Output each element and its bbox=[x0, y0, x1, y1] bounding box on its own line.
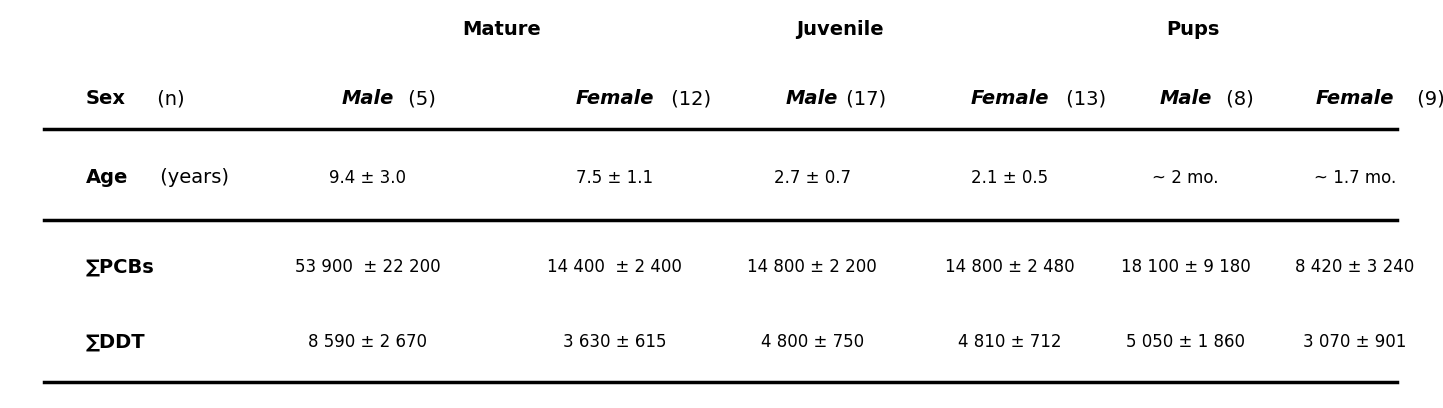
Text: (n): (n) bbox=[152, 89, 185, 108]
Text: Female: Female bbox=[576, 89, 654, 108]
Text: 4 810 ± 712: 4 810 ± 712 bbox=[958, 333, 1061, 351]
Text: Pups: Pups bbox=[1166, 20, 1219, 39]
Text: (years): (years) bbox=[153, 168, 228, 187]
Text: ∑DDT: ∑DDT bbox=[87, 332, 146, 351]
Text: 8 420 ± 3 240: 8 420 ± 3 240 bbox=[1296, 258, 1414, 276]
Text: ∑PCBs: ∑PCBs bbox=[87, 257, 154, 276]
Text: Female: Female bbox=[970, 89, 1049, 108]
Text: 2.7 ± 0.7: 2.7 ± 0.7 bbox=[773, 169, 850, 187]
Text: (8): (8) bbox=[1219, 89, 1254, 108]
Text: 14 800 ± 2 480: 14 800 ± 2 480 bbox=[945, 258, 1074, 276]
Text: ~ 2 mo.: ~ 2 mo. bbox=[1153, 169, 1219, 187]
Text: 9.4 ± 3.0: 9.4 ± 3.0 bbox=[329, 169, 407, 187]
Text: (9): (9) bbox=[1411, 89, 1443, 108]
Text: Juvenile: Juvenile bbox=[797, 20, 885, 39]
Text: Female: Female bbox=[1316, 89, 1394, 108]
Text: 18 100 ± 9 180: 18 100 ± 9 180 bbox=[1121, 258, 1251, 276]
Text: Mature: Mature bbox=[463, 20, 541, 39]
Text: (5): (5) bbox=[401, 89, 436, 108]
Text: ~ 1.7 mo.: ~ 1.7 mo. bbox=[1313, 169, 1395, 187]
Text: 14 800 ± 2 200: 14 800 ± 2 200 bbox=[747, 258, 877, 276]
Text: 3 630 ± 615: 3 630 ± 615 bbox=[563, 333, 667, 351]
Text: (12): (12) bbox=[665, 89, 711, 108]
Text: 2.1 ± 0.5: 2.1 ± 0.5 bbox=[971, 169, 1048, 187]
Text: 3 070 ± 901: 3 070 ± 901 bbox=[1303, 333, 1407, 351]
Text: Male: Male bbox=[1160, 89, 1212, 108]
Text: 14 400  ± 2 400: 14 400 ± 2 400 bbox=[547, 258, 683, 276]
Text: (13): (13) bbox=[1059, 89, 1105, 108]
Text: 4 800 ± 750: 4 800 ± 750 bbox=[760, 333, 864, 351]
Text: 8 590 ± 2 670: 8 590 ± 2 670 bbox=[309, 333, 427, 351]
Text: 7.5 ± 1.1: 7.5 ± 1.1 bbox=[576, 169, 654, 187]
Text: Age: Age bbox=[87, 168, 128, 187]
Text: Male: Male bbox=[786, 89, 838, 108]
Text: 5 050 ± 1 860: 5 050 ± 1 860 bbox=[1126, 333, 1245, 351]
Text: (17): (17) bbox=[840, 89, 886, 108]
Text: 53 900  ± 22 200: 53 900 ± 22 200 bbox=[296, 258, 440, 276]
Text: Male: Male bbox=[342, 89, 394, 108]
Text: Sex: Sex bbox=[87, 89, 126, 108]
